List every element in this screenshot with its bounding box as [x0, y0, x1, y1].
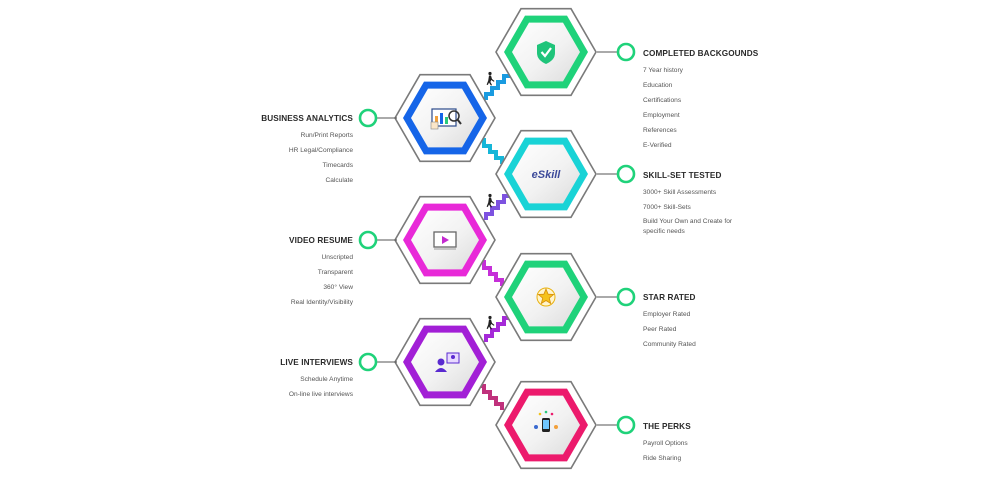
section-item: Education	[643, 82, 673, 89]
hexagon-node-analytics	[394, 73, 496, 163]
connector-circle	[358, 352, 378, 372]
stair-connector	[478, 138, 504, 164]
section-title: SKILL-SET TESTED	[643, 171, 722, 180]
section-item: Community Rated	[643, 341, 696, 348]
connector-circle	[616, 415, 636, 435]
shield-check-icon	[537, 41, 555, 64]
connector-circle	[616, 42, 636, 62]
runner-icon	[486, 315, 495, 330]
eskill-logo-text: eSkill	[532, 169, 562, 181]
section-title: LIVE INTERVIEWS	[280, 358, 353, 367]
section-star-rated: STAR RATED Employer Rated Peer Rated Com…	[643, 293, 773, 352]
section-item: Unscripted	[321, 254, 353, 261]
section-completed-backgrounds: COMPLETED BACKGOUNDS 7 Year history Educ…	[643, 49, 773, 153]
section-item: 3000+ Skill Assessments	[643, 189, 717, 196]
section-item: Build Your Own and Create for specific n…	[643, 218, 733, 235]
section-item: Real Identity/Visibility	[290, 299, 353, 306]
section-item: Peer Rated	[643, 326, 677, 333]
runner-icon	[486, 71, 495, 86]
section-item: 7 Year history	[643, 67, 683, 74]
section-title: BUSINESS ANALYTICS	[261, 114, 353, 123]
phone-perks-icon	[534, 410, 558, 432]
section-title: VIDEO RESUME	[289, 236, 353, 245]
stair-connector	[484, 74, 510, 100]
section-the-perks: THE PERKS Payroll Options Ride Sharing	[643, 422, 773, 466]
stair-connector	[478, 260, 504, 286]
section-item: Calculate	[325, 177, 354, 184]
video-call-icon	[435, 352, 460, 372]
connector-circle	[616, 164, 636, 184]
section-item: Certifications	[643, 97, 682, 104]
section-video-resume: VIDEO RESUME Unscripted Transparent 360°…	[223, 236, 353, 310]
hexagon-node-interviews	[394, 317, 496, 407]
connector-circle	[616, 287, 636, 307]
runner-icon	[486, 193, 495, 208]
section-item: Employer Rated	[643, 311, 691, 318]
section-item: 7000+ Skill-Sets	[643, 204, 691, 211]
star-icon	[536, 287, 556, 307]
section-title: STAR RATED	[643, 293, 696, 302]
section-item: Ride Sharing	[643, 455, 682, 462]
section-item: Schedule Anytime	[300, 376, 353, 383]
section-item: References	[643, 127, 677, 134]
section-skill-set-tested: SKILL-SET TESTED 3000+ Skill Assessments…	[643, 171, 773, 237]
connector-circle	[358, 108, 378, 128]
stair-connector	[484, 316, 510, 342]
section-title: THE PERKS	[643, 422, 691, 431]
hexagon-node-star	[495, 252, 597, 342]
section-item: HR Legal/Compliance	[288, 147, 353, 154]
section-business-analytics: BUSINESS ANALYTICS Run/Print Reports HR …	[223, 114, 353, 188]
hexagon-node-video	[394, 195, 496, 285]
stair-connector	[478, 384, 504, 410]
hexagon-node-perks	[495, 380, 597, 470]
section-live-interviews: LIVE INTERVIEWS Schedule Anytime On-line…	[223, 358, 353, 402]
section-item: E-Verified	[643, 142, 672, 149]
connector-circle	[358, 230, 378, 250]
section-item: On-line live interviews	[288, 391, 353, 398]
hexagon-node-backgrounds	[495, 7, 597, 97]
section-item: 360° View	[323, 284, 353, 291]
hexagon-node-skillset: eSkill	[495, 129, 597, 219]
analytics-chart-icon	[430, 108, 462, 130]
eskill-logo: eSkill	[532, 169, 562, 181]
section-item: Run/Print Reports	[300, 132, 353, 139]
video-player-icon	[433, 231, 457, 250]
section-item: Transparent	[317, 269, 353, 276]
section-item: Payroll Options	[643, 440, 688, 447]
section-item: Employment	[643, 112, 680, 119]
section-title: COMPLETED BACKGOUNDS	[643, 49, 759, 58]
stair-connector	[484, 194, 510, 220]
section-item: Timecards	[322, 162, 353, 169]
